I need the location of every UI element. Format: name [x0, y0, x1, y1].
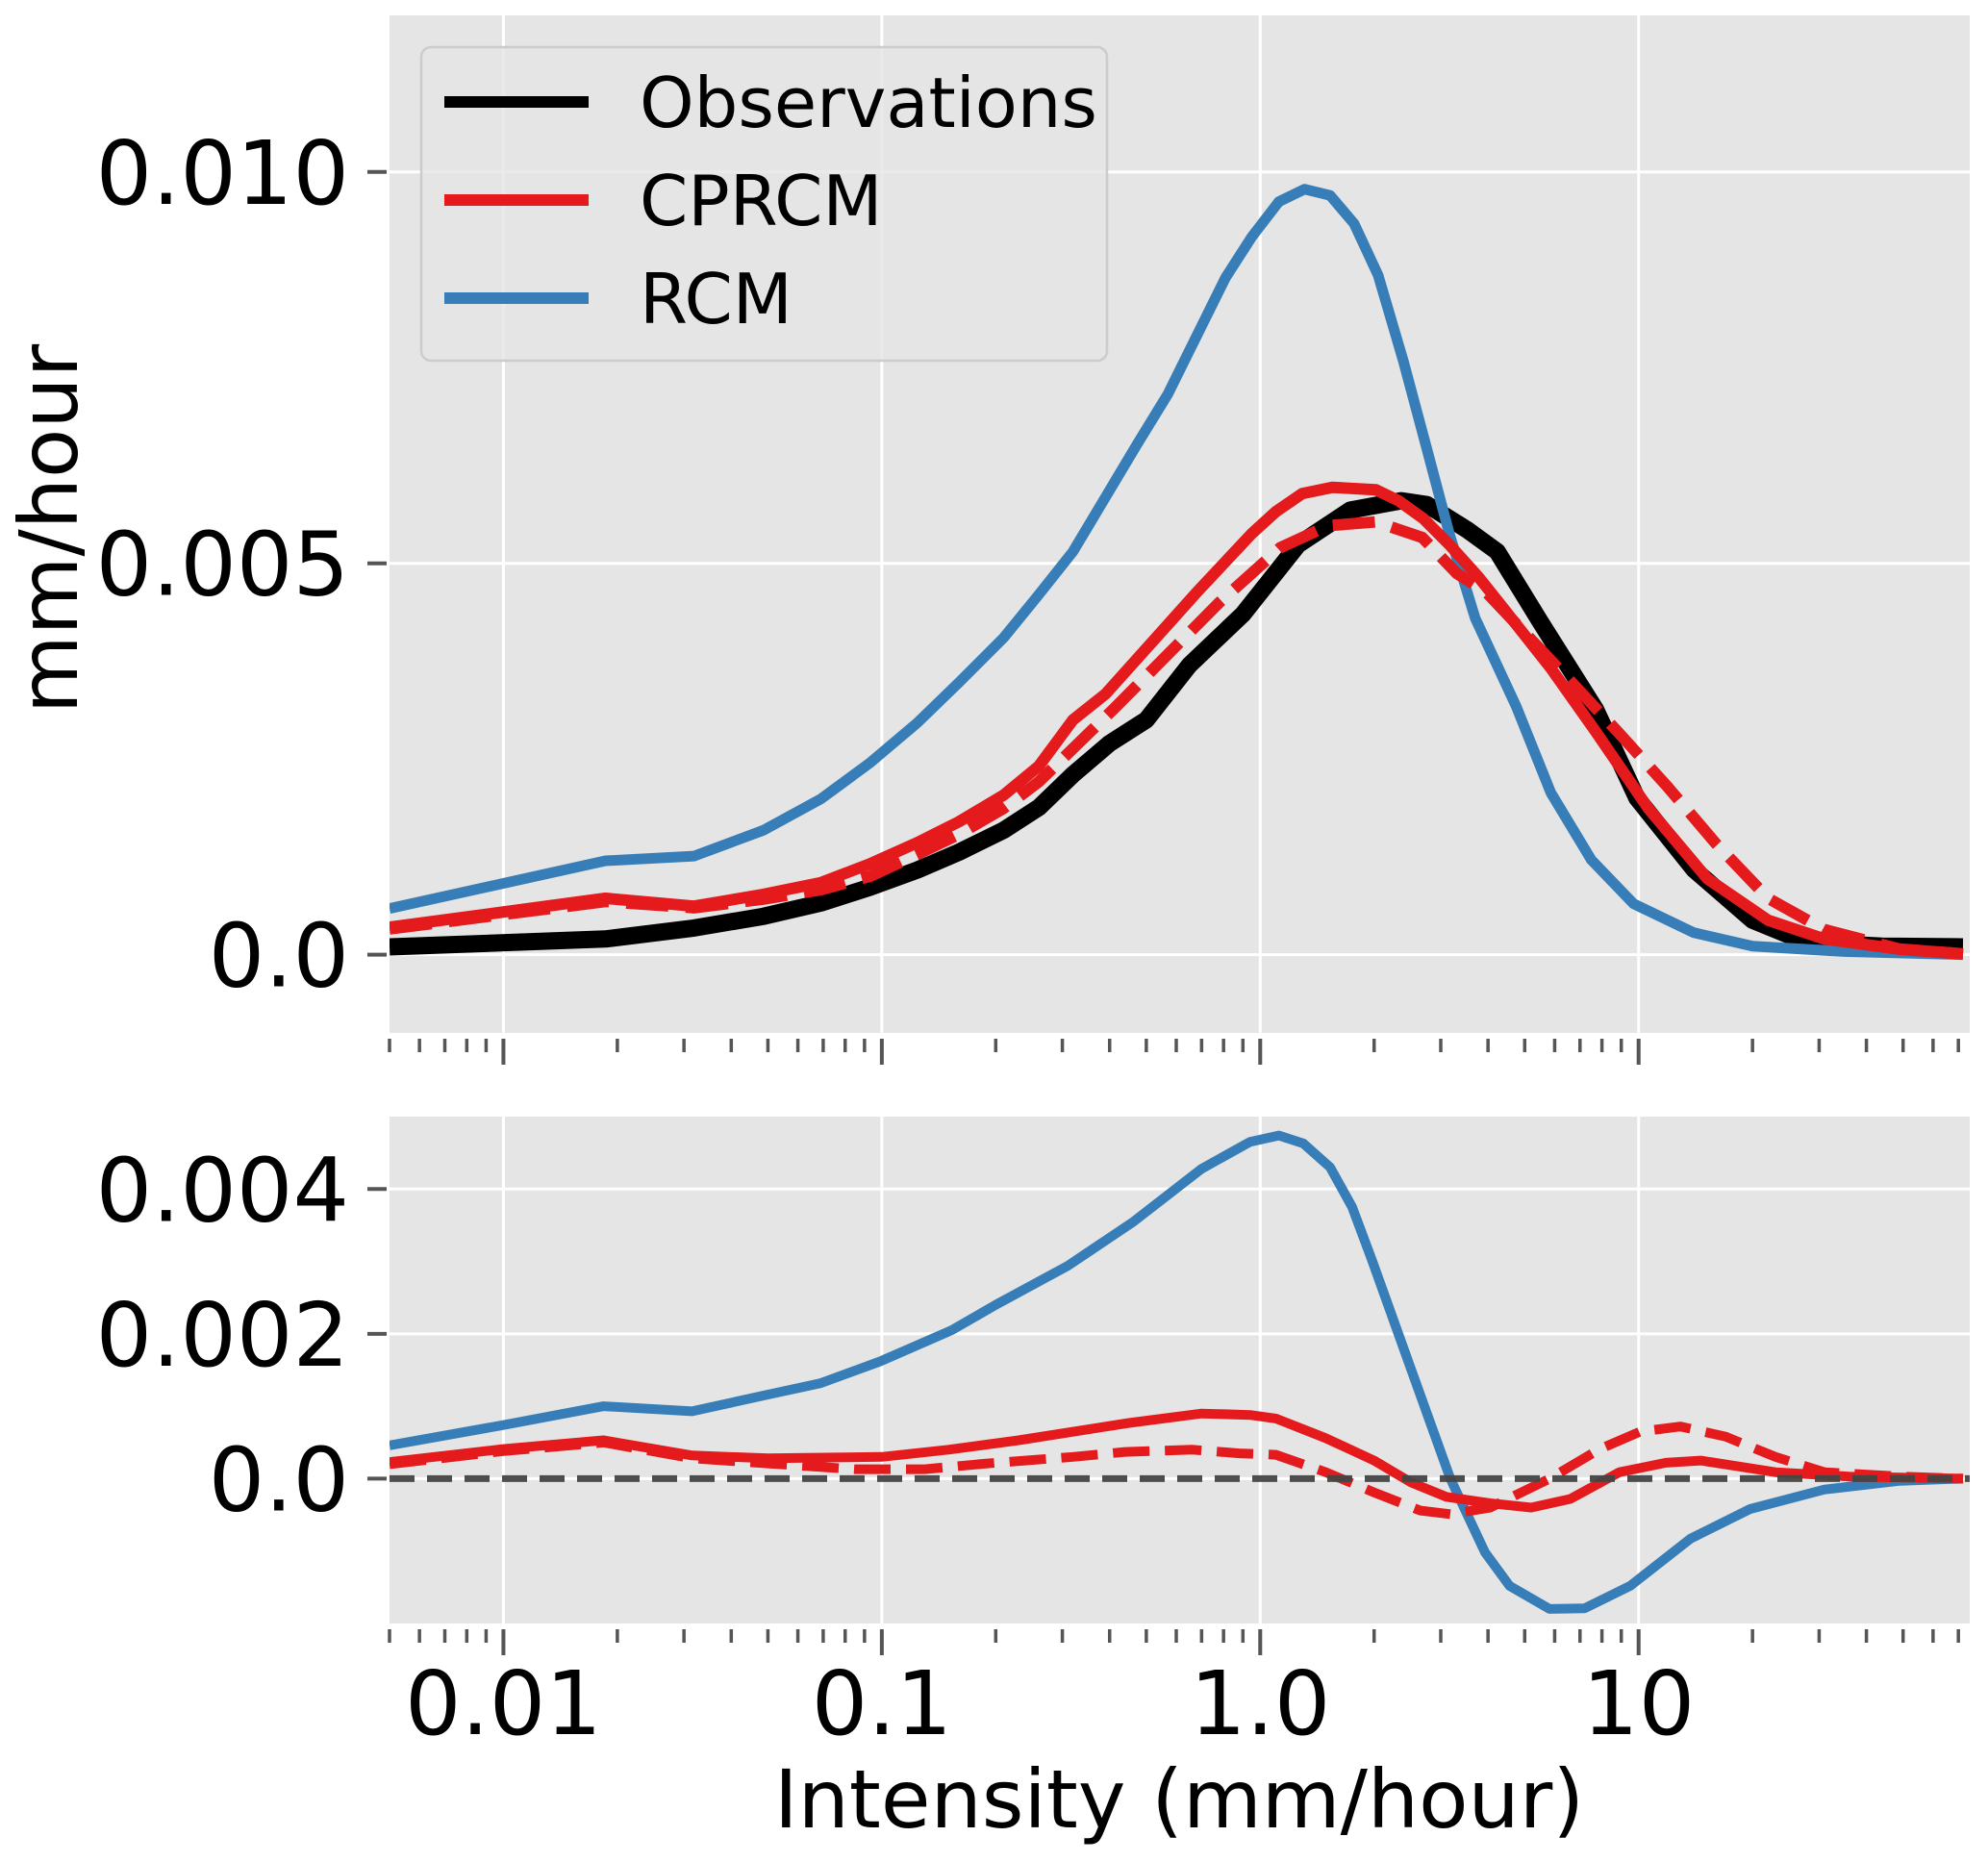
bottom-y-axis: 0.0 0.002 0.004 — [96, 1139, 387, 1531]
bottom-x-axis: 0.01 0.1 1.0 10 — [388, 1629, 1960, 1755]
legend: Observations CPRCM RCM — [419, 45, 1109, 363]
top-x-axis — [388, 1039, 1960, 1065]
y-tick-label: 0.0 — [209, 905, 349, 1008]
x-tick-label: 0.1 — [812, 1652, 952, 1755]
bottom-series-group — [390, 1130, 1970, 1614]
legend-label-observations: Observations — [640, 63, 1097, 143]
legend-label-cprcm: CPRCM — [640, 161, 883, 241]
bottom-plot-background — [390, 1117, 1970, 1623]
y-tick-label: 0.005 — [96, 514, 349, 616]
y-tick-label: 0.002 — [96, 1284, 349, 1387]
top-series-group — [390, 184, 1964, 961]
x-tick-label: 10 — [1582, 1652, 1695, 1755]
x-axis-label: Intensity (mm/hour) — [774, 1752, 1584, 1847]
top-panel: 0.0 0.005 0.010 mm/hour Observations CPRCM… — [2, 15, 1970, 1065]
series-line-cprcm-observations — [390, 1408, 1964, 1513]
x-tick-label: 1.0 — [1190, 1652, 1330, 1755]
y-tick-label: 0.0 — [209, 1428, 349, 1531]
top-y-axis: 0.0 0.005 0.010 — [96, 122, 387, 1008]
y-axis-label: mm/hour — [2, 343, 96, 714]
series-line-cprcm — [390, 481, 1964, 960]
series-line-rcm-observations — [390, 1130, 1964, 1614]
series-line-cprcm-dashed-observations — [390, 1422, 1964, 1520]
legend-box — [419, 45, 1109, 363]
series-line-rcm — [390, 184, 1964, 961]
bottom-panel: 0.0 0.002 0.004 0.01 0.1 1.0 10 Intensity (mm… — [96, 1117, 1970, 1847]
y-tick-label: 0.010 — [96, 122, 349, 225]
series-line-cprcm-dashed- — [390, 516, 1964, 960]
y-tick-label: 0.004 — [96, 1139, 349, 1242]
legend-label-rcm: RCM — [640, 259, 793, 340]
x-tick-label: 0.01 — [405, 1652, 602, 1755]
